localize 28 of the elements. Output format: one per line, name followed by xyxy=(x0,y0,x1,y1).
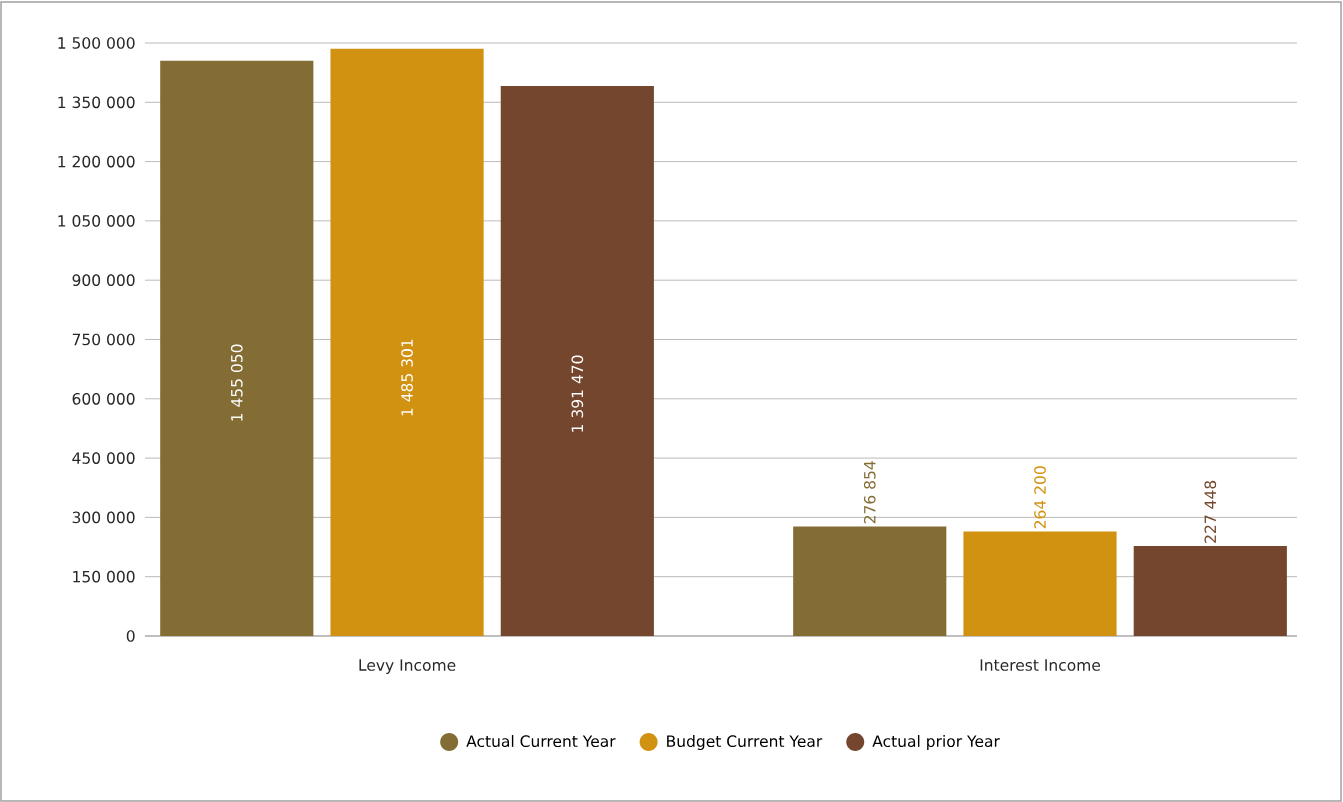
y-tick-label: 1 050 000 xyxy=(58,215,135,227)
bar xyxy=(330,48,484,636)
data-label: 1 455 050 xyxy=(230,344,243,421)
y-tick-label: 900 000 xyxy=(72,274,135,287)
y-tick-label: 150 000 xyxy=(73,570,135,583)
bar xyxy=(793,526,947,636)
y-tick-label: 1 500 000 xyxy=(58,37,135,49)
y-tick-label: 750 000 xyxy=(72,333,135,346)
y-tick-label: 1 350 000 xyxy=(58,96,135,109)
data-label: 276 854 xyxy=(863,461,876,524)
bar xyxy=(963,531,1117,636)
bar xyxy=(500,85,654,636)
y-tick-label: 1 200 000 xyxy=(58,155,135,168)
data-label: 264 200 xyxy=(1034,466,1046,529)
data-label: 227 448 xyxy=(1204,480,1217,543)
x-tick-label: Interest Income xyxy=(980,659,1101,671)
x-tick-label: Levy Income xyxy=(359,659,456,674)
y-tick-label: 0 xyxy=(126,630,135,642)
legend-label: Actual prior Year xyxy=(872,735,1000,751)
legend-label: Actual Current Year xyxy=(466,735,616,748)
data-label: 1 391 470 xyxy=(571,355,584,432)
data-label: 1 485 301 xyxy=(401,339,413,416)
legend-label: Budget Current Year xyxy=(667,735,823,751)
y-tick-label: 300 000 xyxy=(72,511,135,524)
y-tick-label: 600 000 xyxy=(72,392,135,405)
bar xyxy=(1133,546,1287,636)
bar xyxy=(160,60,314,636)
y-tick-label: 450 000 xyxy=(72,452,135,464)
